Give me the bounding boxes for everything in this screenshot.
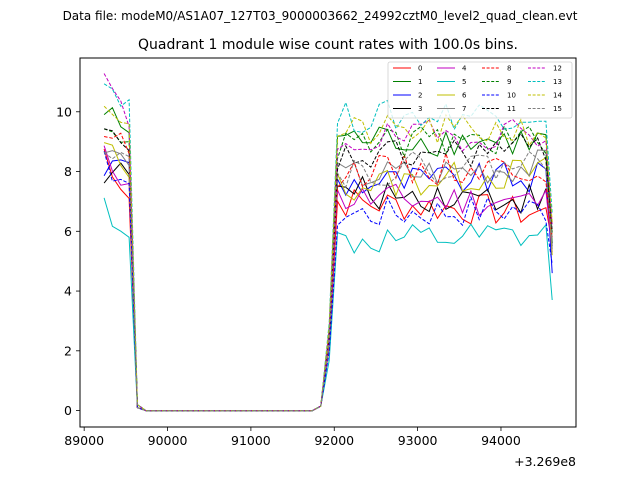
y-tick-label: 0 xyxy=(64,403,72,418)
legend-label-15: 15 xyxy=(553,105,562,113)
x-offset-label: +3.269e8 xyxy=(514,454,576,469)
x-tick-label: 92000 xyxy=(314,433,354,448)
legend-label-14: 14 xyxy=(553,92,562,100)
legend-label-11: 11 xyxy=(507,105,516,113)
y-tick-label: 4 xyxy=(64,284,72,299)
legend-label-3: 3 xyxy=(418,105,422,113)
chart-title: Quadrant 1 module wise count rates with … xyxy=(138,37,518,53)
legend-label-9: 9 xyxy=(507,78,511,86)
x-tick-label: 90000 xyxy=(148,433,188,448)
legend-label-5: 5 xyxy=(462,78,466,86)
y-tick-label: 8 xyxy=(64,164,72,179)
legend-label-1: 1 xyxy=(418,78,422,86)
legend-label-10: 10 xyxy=(507,92,516,100)
legend-label-0: 0 xyxy=(418,65,422,73)
legend-label-8: 8 xyxy=(507,65,511,73)
legend-label-13: 13 xyxy=(553,78,562,86)
legend-label-2: 2 xyxy=(418,92,422,100)
legend-label-6: 6 xyxy=(462,92,467,100)
y-tick-label: 10 xyxy=(56,104,72,119)
y-tick-label: 2 xyxy=(64,343,72,358)
y-tick-label: 6 xyxy=(64,224,72,239)
x-tick-label: 94000 xyxy=(481,433,521,448)
legend-label-7: 7 xyxy=(462,105,466,113)
suptitle: Data file: modeM0/AS1A07_127T03_90000036… xyxy=(63,9,578,23)
axes-frame xyxy=(79,57,577,428)
x-tick-label: 91000 xyxy=(231,433,271,448)
legend-label-4: 4 xyxy=(462,65,467,73)
x-tick-label: 89000 xyxy=(64,433,104,448)
legend-label-12: 12 xyxy=(553,65,562,73)
x-tick-label: 93000 xyxy=(398,433,438,448)
y-axis: 0 2 4 6 8 10 xyxy=(56,104,80,418)
x-axis: 89000 90000 91000 92000 93000 94000 xyxy=(64,427,521,448)
legend-frame xyxy=(387,61,573,119)
series-line-15 xyxy=(103,150,553,412)
